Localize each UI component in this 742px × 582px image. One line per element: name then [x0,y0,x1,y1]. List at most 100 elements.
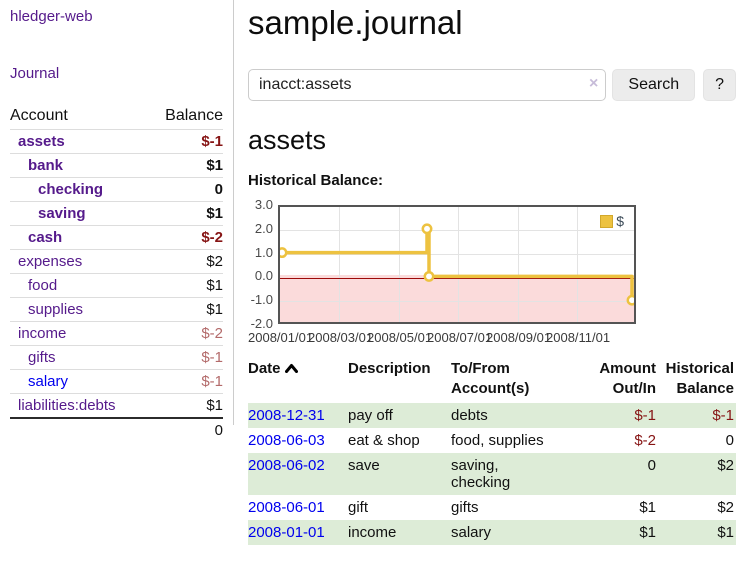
transaction-accounts: debts [451,407,488,424]
chart-title: Historical Balance: [248,172,384,189]
col-description: Description [348,360,431,377]
account-link-liabilities-debts[interactable]: liabilities:debts [18,397,116,414]
y-tick: 1.0 [254,245,273,260]
transaction-amount: $1 [639,499,656,516]
account-row: salary $-1 [10,369,223,394]
chart-legend: $ [598,212,626,230]
legend-swatch-icon [600,214,614,228]
account-link-supplies[interactable]: supplies [28,301,84,318]
accounts-total-row: 0 [10,417,223,442]
transaction-amount: $-2 [634,432,656,449]
account-balance: $1 [147,297,223,322]
historical-balance-chart: 3.0 2.0 1.0 0.0 -1.0 -2.0 [248,197,648,345]
account-balance: $-2 [147,225,223,250]
x-tick: 2008/01/01 [248,330,314,345]
account-link-food[interactable]: food [28,277,58,294]
account-row: supplies $1 [10,297,223,322]
transaction-description: eat & shop [348,432,420,449]
sidebar: hledger-web Journal Account Balance asse… [0,0,233,442]
account-link-checking[interactable]: checking [38,181,104,198]
transaction-accounts: salary [451,524,492,541]
transaction-description: save [348,457,380,474]
transaction-date-link[interactable]: 2008-06-02 [248,457,325,474]
legend-label: $ [616,213,624,229]
transaction-description: pay off [348,407,393,424]
account-row: income $-2 [10,321,223,346]
main-content: sample.journal × Search ? assets Histori… [248,0,736,545]
account-row: saving $1 [10,201,223,226]
y-tick: 0.0 [254,268,273,283]
account-link-salary[interactable]: salary [28,373,69,390]
accounts-total-balance: 0 [147,417,223,442]
transaction-date-link[interactable]: 2008-12-31 [248,407,325,424]
register-row: 2008-01-01 income salary $1 $1 [248,520,736,545]
transaction-date-link[interactable]: 2008-06-03 [248,432,325,449]
account-heading: assets [248,125,327,155]
account-balance: $-1 [147,369,223,394]
x-tick: 2008/05/01 [367,330,433,345]
account-row: bank $1 [10,153,223,178]
account-link-saving[interactable]: saving [38,205,86,222]
transaction-date-link[interactable]: 2008-01-01 [248,524,325,541]
account-row: assets $-1 [10,129,223,154]
transaction-balance: 0 [725,432,734,449]
x-tick: 2008/07/01 [427,330,493,345]
transaction-amount: $-1 [634,407,656,424]
transaction-balance: $-1 [712,407,734,424]
search-input[interactable] [248,69,607,101]
account-row: food $1 [10,273,223,298]
accounts-col-account: Account [10,107,68,124]
x-tick: 2008/11/01 [546,330,611,345]
transaction-amount: $1 [639,524,656,541]
balance-series-line [280,223,634,306]
y-tick: 3.0 [254,197,273,212]
register-row: 2008-06-02 save saving, checking 0 $2 [248,453,736,495]
account-row: liabilities:debts $1 [10,393,223,418]
account-link-income[interactable]: income [18,325,67,342]
x-tick: 2008/03/01 [308,330,374,345]
register-table: Date Description To/From Account(s) Amou… [248,357,736,545]
account-link-assets[interactable]: assets [18,133,65,150]
transaction-balance: $2 [717,457,734,474]
page-title: sample.journal [248,4,463,41]
account-balance: $1 [147,393,223,418]
register-header-row: Date Description To/From Account(s) Amou… [248,357,736,403]
zero-line [280,278,634,279]
account-balance: $1 [147,153,223,178]
account-link-expenses[interactable]: expenses [18,253,83,270]
search-button[interactable]: Search [612,69,696,101]
clear-search-icon[interactable]: × [589,75,599,92]
transaction-accounts: saving, checking [451,457,511,491]
account-balance: 0 [147,177,223,202]
account-link-gifts[interactable]: gifts [28,349,56,366]
transaction-balance: $1 [717,524,734,541]
app-title-link[interactable]: hledger-web [10,8,93,25]
account-balance: $-1 [147,129,223,154]
account-row: gifts $-1 [10,345,223,370]
help-button[interactable]: ? [703,69,736,101]
transaction-description: income [348,524,397,541]
accounts-header-row: Account Balance [10,104,223,130]
transaction-balance: $2 [717,499,734,516]
transaction-accounts: food, supplies [451,432,544,449]
account-row: checking 0 [10,177,223,202]
x-tick: 2008/09/01 [486,330,552,345]
col-accounts: To/From Account(s) [451,360,530,397]
sidebar-item-journal[interactable]: Journal [10,65,60,82]
transaction-description: gift [348,499,369,516]
accounts-table: Account Balance assets $-1 bank $1 check… [10,104,223,442]
col-date[interactable]: Date [248,357,348,403]
account-link-cash[interactable]: cash [28,229,63,246]
y-tick: -2.0 [250,316,273,331]
y-tick: -1.0 [250,292,273,307]
account-link-bank[interactable]: bank [28,157,64,174]
account-balance: $1 [147,201,223,226]
transaction-accounts: gifts [451,499,479,516]
transaction-date-link[interactable]: 2008-06-01 [248,499,325,516]
account-balance: $-1 [147,345,223,370]
account-balance: $1 [147,273,223,298]
accounts-col-balance: Balance [165,107,223,124]
account-balance: $2 [147,249,223,274]
account-row: expenses $2 [10,249,223,274]
sort-ascending-icon [284,359,298,379]
